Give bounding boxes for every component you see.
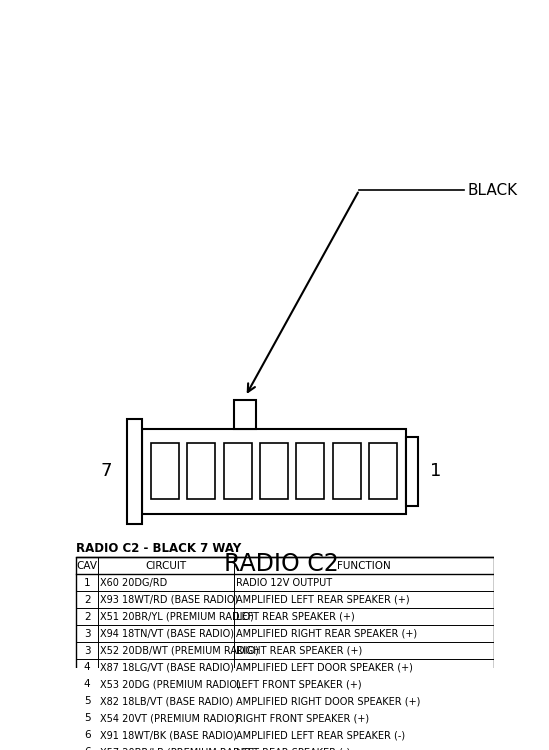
Text: X82 18LB/VT (BASE RADIO): X82 18LB/VT (BASE RADIO) — [100, 697, 233, 706]
Text: 1: 1 — [84, 578, 91, 588]
Bar — [187, 443, 215, 499]
Bar — [260, 443, 288, 499]
Text: FUNCTION: FUNCTION — [337, 561, 391, 571]
Text: 7: 7 — [100, 462, 111, 480]
Bar — [76, 557, 494, 750]
Bar — [406, 436, 418, 506]
Text: 6: 6 — [84, 747, 91, 750]
Text: X52 20DB/WT (PREMIUM RADIO): X52 20DB/WT (PREMIUM RADIO) — [100, 646, 259, 656]
Text: 4: 4 — [84, 662, 91, 673]
Text: 3: 3 — [84, 628, 91, 638]
Bar — [151, 443, 178, 499]
Bar — [296, 443, 324, 499]
Text: 2: 2 — [84, 595, 91, 604]
Text: 5: 5 — [84, 697, 91, 706]
Bar — [127, 419, 142, 524]
Text: X53 20DG (PREMIUM RADIO): X53 20DG (PREMIUM RADIO) — [100, 680, 241, 689]
Text: 4: 4 — [84, 680, 91, 689]
Text: CIRCUIT: CIRCUIT — [145, 561, 187, 571]
Text: 1: 1 — [429, 462, 441, 480]
Text: RADIO C2: RADIO C2 — [225, 551, 339, 575]
Text: LEFT REAR SPEAKER (-): LEFT REAR SPEAKER (-) — [236, 747, 350, 750]
Bar — [234, 400, 256, 429]
Text: X94 18TN/VT (BASE RADIO): X94 18TN/VT (BASE RADIO) — [100, 628, 234, 638]
Text: RADIO 12V OUTPUT: RADIO 12V OUTPUT — [236, 578, 332, 588]
Text: BLACK: BLACK — [468, 182, 518, 197]
Text: X87 18LG/VT (BASE RADIO): X87 18LG/VT (BASE RADIO) — [100, 662, 234, 673]
Text: X54 20VT (PREMIUM RADIO): X54 20VT (PREMIUM RADIO) — [100, 713, 238, 723]
Bar — [142, 429, 406, 514]
Text: AMPLIFIED LEFT REAR SPEAKER (+): AMPLIFIED LEFT REAR SPEAKER (+) — [236, 595, 410, 604]
Text: X93 18WT/RD (BASE RADIO): X93 18WT/RD (BASE RADIO) — [100, 595, 239, 604]
Text: X60 20DG/RD: X60 20DG/RD — [100, 578, 167, 588]
Text: AMPLIFIED LEFT DOOR SPEAKER (+): AMPLIFIED LEFT DOOR SPEAKER (+) — [236, 662, 413, 673]
Text: AMPLIFIED RIGHT REAR SPEAKER (+): AMPLIFIED RIGHT REAR SPEAKER (+) — [236, 628, 417, 638]
Text: AMPLIFIED RIGHT DOOR SPEAKER (+): AMPLIFIED RIGHT DOOR SPEAKER (+) — [236, 697, 421, 706]
Text: 2: 2 — [84, 612, 91, 622]
Text: LEFT FRONT SPEAKER (+): LEFT FRONT SPEAKER (+) — [236, 680, 362, 689]
Text: RADIO C2 - BLACK 7 WAY: RADIO C2 - BLACK 7 WAY — [76, 542, 242, 555]
Bar — [333, 443, 361, 499]
Text: RIGHT FRONT SPEAKER (+): RIGHT FRONT SPEAKER (+) — [236, 713, 369, 723]
Text: 5: 5 — [84, 713, 91, 723]
Text: CAV: CAV — [77, 561, 98, 571]
Text: X57 20BR/LB (PREMIUM RADIO): X57 20BR/LB (PREMIUM RADIO) — [100, 747, 255, 750]
Text: AMPLIFIED LEFT REAR SPEAKER (-): AMPLIFIED LEFT REAR SPEAKER (-) — [236, 730, 405, 740]
Text: X91 18WT/BK (BASE RADIO): X91 18WT/BK (BASE RADIO) — [100, 730, 237, 740]
Text: 3: 3 — [84, 646, 91, 656]
Text: 6: 6 — [84, 730, 91, 740]
Bar — [223, 443, 251, 499]
Text: LEFT REAR SPEAKER (+): LEFT REAR SPEAKER (+) — [236, 612, 355, 622]
Text: RIGHT REAR SPEAKER (+): RIGHT REAR SPEAKER (+) — [236, 646, 362, 656]
Bar — [369, 443, 397, 499]
Text: X51 20BR/YL (PREMIUM RADIO): X51 20BR/YL (PREMIUM RADIO) — [100, 612, 254, 622]
